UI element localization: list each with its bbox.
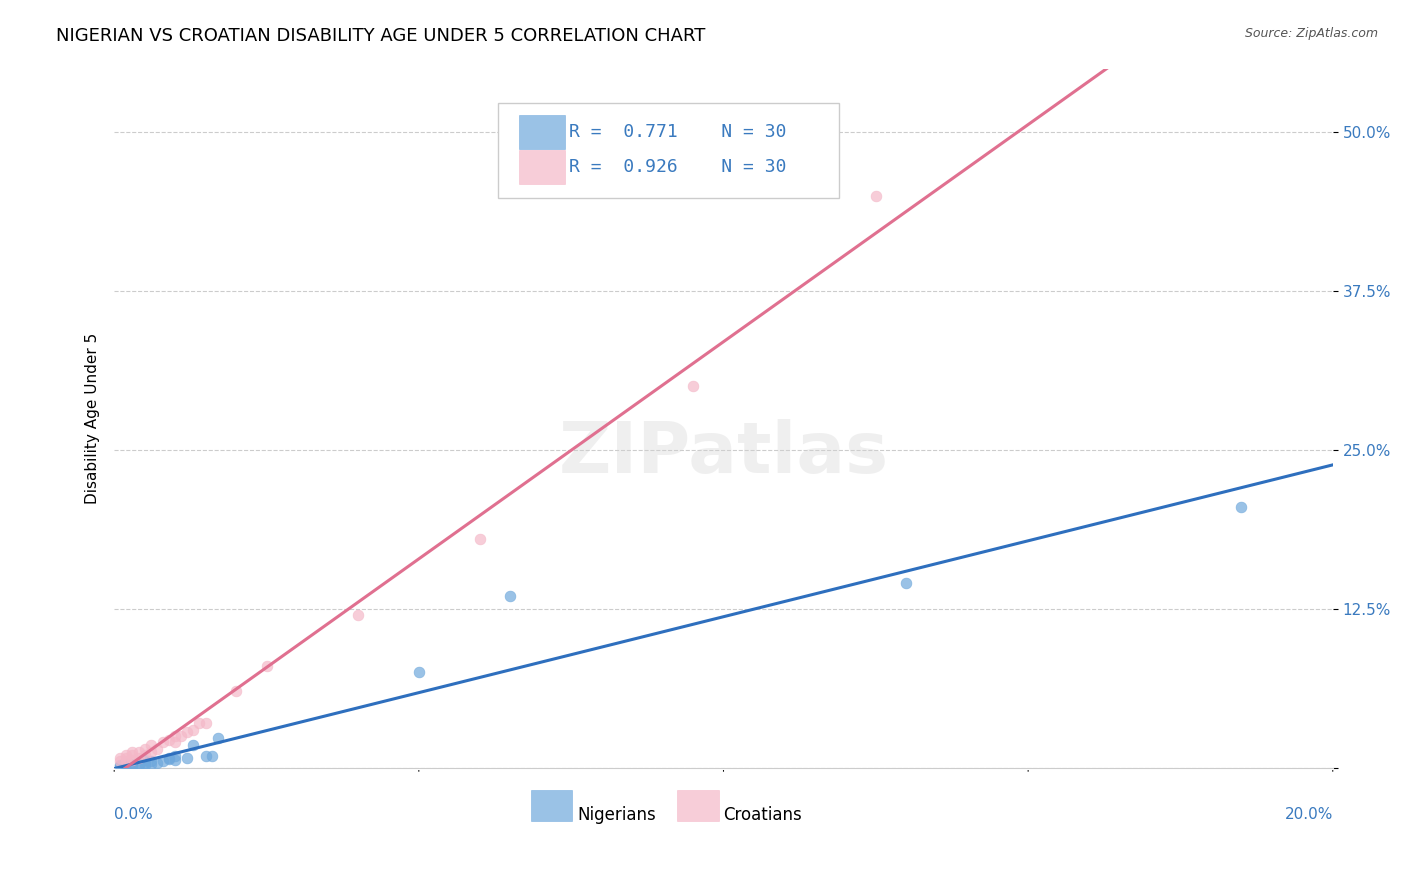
Point: [146, 756, 169, 770]
Point: [165, 749, 187, 764]
Point: [121, 759, 143, 773]
Point: [115, 758, 138, 772]
Y-axis label: Disability Age Under 5: Disability Age Under 5: [86, 333, 100, 504]
Point: [256, 659, 278, 673]
Point: [468, 532, 491, 546]
Point: [146, 741, 169, 756]
Point: [115, 747, 138, 762]
Text: R =  0.926    N = 30: R = 0.926 N = 30: [568, 158, 786, 176]
Point: [128, 758, 150, 772]
Point: [225, 684, 247, 698]
Point: [176, 750, 198, 764]
Text: R =  0.771    N = 30: R = 0.771 N = 30: [568, 123, 786, 141]
Point: [139, 755, 162, 769]
Point: [128, 746, 150, 760]
FancyBboxPatch shape: [519, 151, 565, 184]
Point: [176, 725, 198, 739]
Point: [170, 729, 193, 743]
Point: [1230, 500, 1253, 514]
Point: [201, 749, 224, 764]
Point: [134, 741, 156, 756]
Point: [499, 589, 522, 603]
Point: [165, 729, 187, 743]
Point: [183, 723, 205, 737]
Point: [157, 732, 180, 747]
Point: [896, 576, 918, 591]
Point: [110, 759, 132, 773]
Point: [194, 716, 217, 731]
Point: [110, 750, 132, 764]
FancyBboxPatch shape: [531, 790, 572, 821]
Point: [128, 750, 150, 764]
Point: [865, 188, 887, 202]
Point: [134, 753, 156, 767]
Point: [115, 750, 138, 764]
Point: [121, 746, 143, 760]
FancyBboxPatch shape: [519, 115, 565, 149]
Point: [207, 731, 229, 746]
Text: NIGERIAN VS CROATIAN DISABILITY AGE UNDER 5 CORRELATION CHART: NIGERIAN VS CROATIAN DISABILITY AGE UNDE…: [56, 27, 706, 45]
Text: ZIPatlas: ZIPatlas: [558, 418, 889, 488]
Point: [115, 755, 138, 769]
Point: [183, 738, 205, 752]
Text: 20.0%: 20.0%: [1285, 806, 1333, 822]
Point: [115, 759, 138, 773]
Point: [152, 755, 174, 769]
Point: [194, 749, 217, 764]
Point: [347, 608, 370, 623]
Point: [139, 746, 162, 760]
Point: [152, 735, 174, 749]
Point: [134, 747, 156, 762]
Point: [134, 758, 156, 772]
Point: [408, 665, 430, 680]
Point: [121, 758, 143, 772]
Text: 0.0%: 0.0%: [114, 806, 153, 822]
Point: [139, 756, 162, 771]
Point: [121, 747, 143, 762]
Point: [121, 756, 143, 771]
Point: [110, 758, 132, 772]
Point: [165, 735, 187, 749]
Point: [157, 750, 180, 764]
Point: [110, 755, 132, 769]
Point: [121, 753, 143, 767]
Point: [134, 756, 156, 770]
Text: Croatians: Croatians: [724, 806, 803, 824]
Point: [165, 753, 187, 767]
Text: Nigerians: Nigerians: [578, 806, 657, 824]
Point: [157, 752, 180, 766]
Text: Source: ZipAtlas.com: Source: ZipAtlas.com: [1244, 27, 1378, 40]
Point: [188, 716, 211, 731]
Point: [128, 756, 150, 771]
Point: [115, 756, 138, 771]
FancyBboxPatch shape: [498, 103, 839, 198]
Point: [139, 738, 162, 752]
FancyBboxPatch shape: [678, 790, 718, 821]
Point: [682, 379, 704, 393]
